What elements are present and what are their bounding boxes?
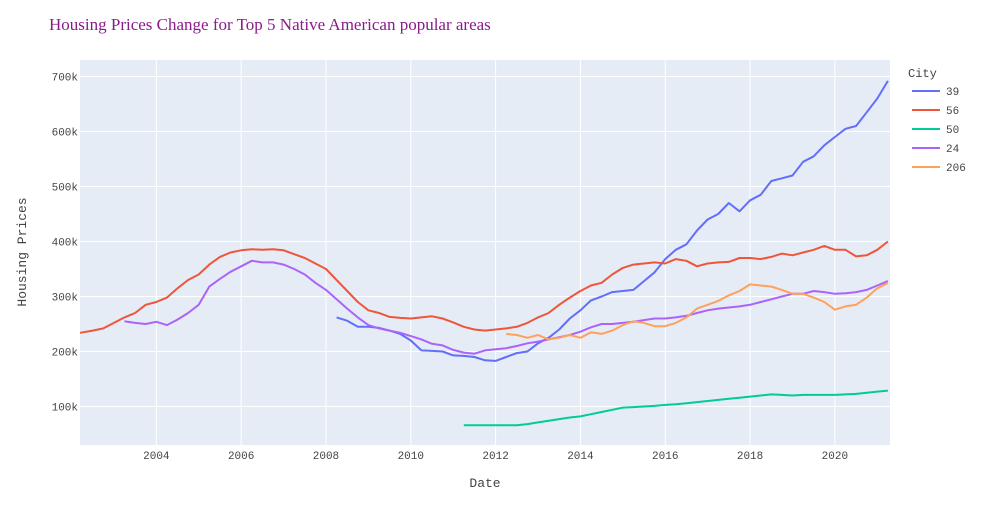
- x-tick-label: 2012: [482, 451, 508, 463]
- y-tick-label: 700k: [52, 73, 79, 85]
- legend-label-206: 206: [946, 163, 966, 175]
- x-axis-title: Date: [469, 476, 500, 491]
- x-tick-label: 2010: [398, 451, 424, 463]
- x-tick-label: 2006: [228, 451, 254, 463]
- chart-title: Housing Prices Change for Top 5 Native A…: [49, 15, 491, 34]
- series-line-39: [336, 80, 889, 362]
- y-tick-label: 500k: [52, 183, 79, 195]
- y-tick-label: 100k: [52, 403, 79, 415]
- series-line-56: [79, 240, 889, 334]
- y-tick-label: 400k: [52, 238, 79, 250]
- y-axis-ticks: 100k 200k 300k 400k 500k 600k 700k: [52, 73, 79, 415]
- legend-label-39: 39: [946, 87, 959, 99]
- y-axis-title: Housing Prices: [15, 197, 30, 306]
- legend: City 39 56 50 24 206: [908, 67, 966, 175]
- x-tick-label: 2020: [822, 451, 848, 463]
- x-tick-label: 2008: [313, 451, 339, 463]
- x-axis-ticks: 2004 2006 2008 2010 2012 2014 2016 2018 2020: [143, 451, 848, 463]
- series-line-206: [506, 281, 889, 341]
- legend-label-50: 50: [946, 125, 959, 137]
- y-tick-label: 600k: [52, 128, 79, 140]
- series-lines: [79, 80, 889, 427]
- legend-label-56: 56: [946, 106, 959, 118]
- series-line-50: [463, 389, 888, 427]
- legend-label-24: 24: [946, 144, 960, 156]
- legend-title: City: [908, 67, 937, 81]
- plot-area: [80, 60, 890, 445]
- y-tick-label: 200k: [52, 348, 79, 360]
- y-tick-label: 300k: [52, 293, 79, 305]
- x-tick-label: 2016: [652, 451, 678, 463]
- x-tick-label: 2018: [737, 451, 763, 463]
- x-tick-label: 2004: [143, 451, 170, 463]
- gridlines: [80, 60, 890, 445]
- x-tick-label: 2014: [567, 451, 594, 463]
- series-line-24: [124, 259, 889, 355]
